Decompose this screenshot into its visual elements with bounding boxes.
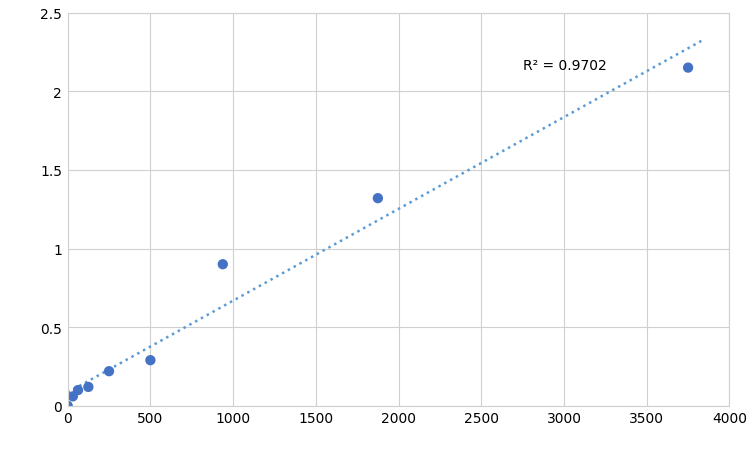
Point xyxy=(371,195,384,202)
Point xyxy=(144,357,156,364)
Text: R² = 0.9702: R² = 0.9702 xyxy=(523,59,606,73)
Point xyxy=(103,368,115,375)
Point xyxy=(67,393,79,400)
Point xyxy=(82,383,94,391)
Point xyxy=(682,65,694,72)
Point xyxy=(217,261,229,268)
Point xyxy=(62,402,74,410)
Point xyxy=(72,387,84,394)
